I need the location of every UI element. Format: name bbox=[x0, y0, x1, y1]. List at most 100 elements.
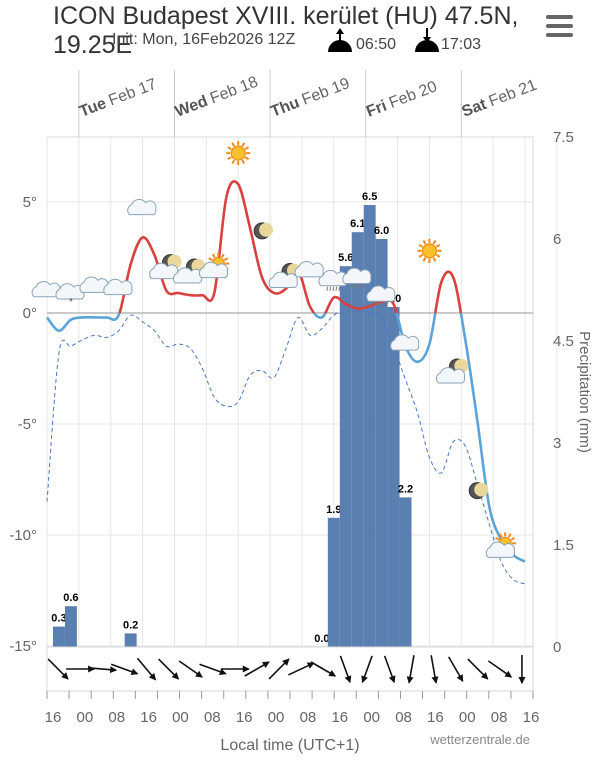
day-name: Thu bbox=[268, 94, 301, 120]
x-tick-label: 00 bbox=[268, 709, 285, 726]
wind-arrow-icon bbox=[339, 655, 352, 684]
precip-bar bbox=[375, 239, 388, 647]
precip-data-label: 0.3 bbox=[51, 613, 66, 625]
wind-arrow-head bbox=[242, 665, 250, 673]
wind-arrow-head bbox=[306, 662, 315, 669]
moon-lit bbox=[474, 482, 489, 497]
sun-ray bbox=[220, 253, 225, 259]
precip-data-label: 6.5 bbox=[362, 191, 377, 203]
init-label: Init: Mon, 16Feb2026 12Z bbox=[112, 31, 296, 48]
wind-arrow-head bbox=[361, 675, 368, 684]
sun-ray bbox=[418, 253, 423, 258]
wind-arrow-icon bbox=[220, 665, 250, 673]
day-date: Feb 20 bbox=[387, 78, 440, 112]
sunrise-arrowhead bbox=[336, 28, 344, 34]
day-label: SatFeb 21 bbox=[460, 77, 540, 121]
day-label: ThuFeb 19 bbox=[268, 75, 352, 121]
temperature-line-warm bbox=[118, 180, 463, 313]
wind-arrow-icon bbox=[361, 655, 373, 684]
moon-icon bbox=[468, 482, 489, 500]
sun-ray bbox=[227, 146, 232, 151]
sun-ray bbox=[223, 257, 229, 261]
y-right-tick-label: 3 bbox=[553, 435, 561, 452]
y-right-axis-label: Precipitation (mm) bbox=[576, 331, 593, 453]
day-date: Feb 19 bbox=[300, 75, 353, 109]
precip-bar bbox=[387, 307, 400, 647]
rain-drop bbox=[383, 302, 386, 307]
sun-ray bbox=[418, 243, 423, 248]
wind-arrow-icon bbox=[136, 657, 157, 681]
sun-ray bbox=[495, 536, 500, 541]
sunrise-time: 06:50 bbox=[356, 36, 396, 53]
sun-ray bbox=[244, 156, 250, 161]
y-right-tick-label: 7.5 bbox=[553, 129, 574, 146]
cloud-icon bbox=[390, 334, 420, 351]
wind-arrow-icon bbox=[430, 655, 439, 684]
precip-data-label: 0.2 bbox=[123, 619, 138, 631]
wind-arrow-icon bbox=[487, 660, 513, 678]
cloud-snow-icon: * bbox=[55, 283, 85, 308]
wind-row bbox=[46, 646, 534, 692]
day-name: Tue bbox=[77, 95, 109, 121]
dewpoint-line bbox=[46, 309, 526, 585]
sun-cloud-icon bbox=[485, 532, 517, 558]
moon-icon bbox=[253, 222, 274, 240]
x-tick-label: 16 bbox=[331, 709, 348, 726]
hamburger-menu-icon[interactable] bbox=[546, 15, 573, 39]
rain-drop bbox=[380, 302, 383, 307]
wind-arrow-icon bbox=[158, 658, 180, 680]
day-label: WedFeb 18 bbox=[173, 74, 261, 121]
wind-arrow-head bbox=[406, 676, 414, 684]
wind-arrow-icon bbox=[268, 658, 290, 680]
plot-area bbox=[46, 136, 534, 648]
sunrise-icon bbox=[328, 28, 352, 52]
wind-arrow-icon bbox=[518, 655, 526, 684]
day-name: Wed bbox=[173, 93, 210, 121]
precip-bar bbox=[327, 517, 340, 647]
wind-arrow-icon bbox=[199, 663, 227, 676]
y-left-tick-label: -5° bbox=[18, 416, 37, 433]
wind-arrow-icon bbox=[288, 662, 315, 676]
x-tick-label: 00 bbox=[172, 709, 189, 726]
x-tick-label: 16 bbox=[140, 709, 157, 726]
x-tick-label: 08 bbox=[108, 709, 125, 726]
wind-arrow-head bbox=[344, 675, 352, 684]
y-left-tick-label: 5° bbox=[23, 194, 37, 211]
title-line-2: 19.25E bbox=[53, 31, 133, 59]
day-date: Feb 17 bbox=[106, 76, 159, 110]
cloud-rain-icon bbox=[342, 267, 372, 289]
x-tick-label: 00 bbox=[77, 709, 94, 726]
wind-arrow-head bbox=[282, 658, 290, 666]
rain-drop bbox=[335, 286, 338, 291]
sun-icon bbox=[417, 238, 442, 263]
rain-drop bbox=[377, 302, 380, 307]
wind-arrow-head bbox=[195, 670, 203, 678]
sunrise-half-sun bbox=[328, 40, 352, 52]
precip-bar bbox=[399, 497, 412, 647]
precip-data-label: 5.6 bbox=[338, 252, 353, 264]
wind-arrow-head bbox=[262, 661, 270, 669]
sun-ray bbox=[432, 257, 437, 262]
wind-arrow-icon bbox=[383, 655, 396, 684]
day-label: FriFeb 20 bbox=[364, 78, 440, 121]
precip-bar bbox=[124, 633, 137, 647]
wind-arrow-head bbox=[456, 674, 464, 682]
day-date: Feb 18 bbox=[208, 74, 261, 108]
wind-arrow-icon bbox=[467, 658, 489, 680]
y-left-tick-label: 0° bbox=[23, 305, 37, 322]
precip-data-label: 6.0 bbox=[374, 225, 389, 237]
moon-cloud-icon bbox=[435, 358, 469, 384]
wind-arrow-head bbox=[388, 675, 396, 684]
sun-disc bbox=[230, 145, 246, 161]
wind-arrow-head bbox=[171, 672, 180, 680]
wind-arrow-icon bbox=[447, 656, 464, 682]
rain-drop bbox=[374, 302, 377, 307]
sun-ray bbox=[510, 536, 516, 541]
rain-drop bbox=[326, 286, 329, 291]
sun-ray bbox=[211, 253, 216, 259]
wind-arrow-head bbox=[130, 668, 139, 676]
title-line-1: ICON Budapest XVIII. kerület (HU) 47.5N, bbox=[53, 2, 519, 30]
rain-drop bbox=[362, 284, 365, 289]
precip-data-label: 0.0 bbox=[314, 633, 329, 645]
